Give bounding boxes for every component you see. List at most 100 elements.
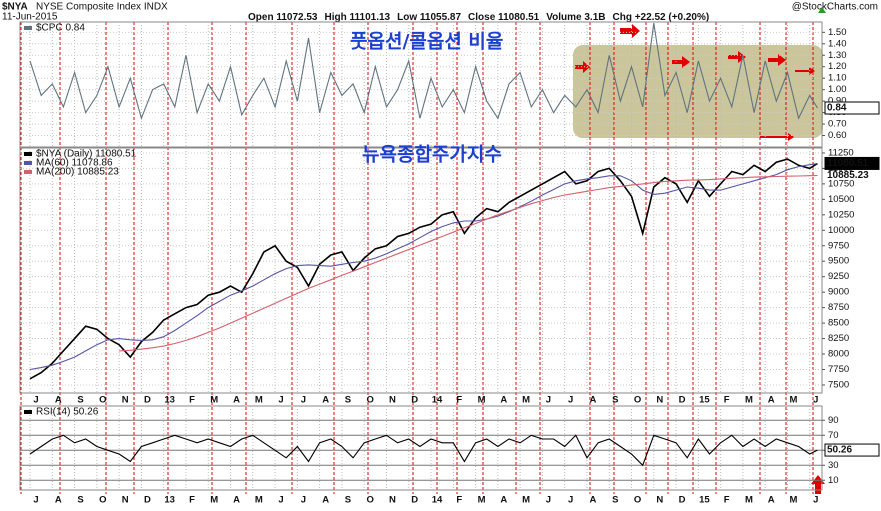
y-tick-label: 10000 <box>828 225 854 236</box>
x-tick-label: D <box>411 495 418 506</box>
y-tick-label: 0.70 <box>828 119 847 130</box>
x-tick-label: N <box>122 495 129 506</box>
y-tick-label: 1.00 <box>828 84 847 95</box>
x-tick-label: M <box>790 395 798 406</box>
x-tick-label: A <box>55 495 62 506</box>
x-tick-label: A <box>55 395 62 406</box>
legend-label: $CPC 0.84 <box>36 23 85 34</box>
arrow <box>620 24 640 38</box>
y-tick-label: 10 <box>828 475 839 486</box>
x-tick-label: 14 <box>432 395 443 406</box>
y-tick-label: 0.90 <box>828 96 847 107</box>
last-value-box <box>824 443 880 457</box>
y-tick-label: 30 <box>828 460 839 471</box>
x-tick-label: F <box>456 495 462 506</box>
y-tick-label: 90 <box>828 415 839 426</box>
x-tick-label: F <box>189 495 195 506</box>
series-line <box>29 162 818 371</box>
y-tick-label: 1.20 <box>828 61 847 72</box>
arrow <box>672 56 690 68</box>
x-tick-label: S <box>77 395 83 406</box>
last-value-label: 11080.51 <box>827 158 869 169</box>
y-tick-label: 1.40 <box>828 38 847 49</box>
source: @StockCharts.com <box>792 2 878 13</box>
x-tick-label: O <box>634 495 641 506</box>
y-tick-label: 9500 <box>828 256 849 267</box>
y-tick-label: 1.30 <box>828 50 847 61</box>
quote-line: Open 11072.53 High 11101.13 Low 11055.87 Cl… <box>248 12 709 23</box>
x-tick-label: 13 <box>164 495 175 506</box>
x-tick-label: M <box>478 395 486 406</box>
x-tick-label: 13 <box>164 395 175 406</box>
quote-item: High 11101.13 <box>325 12 391 23</box>
x-tick-label: D <box>679 395 686 406</box>
x-tick-label: A <box>590 395 597 406</box>
x-tick-label: D <box>679 495 686 506</box>
panel-frame <box>19 21 823 148</box>
x-tick-label: A <box>768 395 775 406</box>
series-line <box>29 23 818 121</box>
y-tick-label: 8250 <box>828 333 849 344</box>
x-tick-label: F <box>724 395 730 406</box>
last-value-box <box>824 156 880 170</box>
legend-swatch <box>24 152 32 156</box>
quote-text: Open 11072.53 High 11101.13 Low 11055.87 Cl… <box>248 12 709 23</box>
y-tick-label: 70 <box>828 430 839 441</box>
annotation: 풋옵션/콜옵션 비율 <box>350 31 503 53</box>
last-value-label: 10885.23 <box>827 170 869 181</box>
legend-label: RSI(14) 50.26 <box>36 407 99 418</box>
legend-swatch <box>24 161 32 165</box>
x-tick-label: J <box>301 495 306 506</box>
x-tick-label: M <box>255 395 263 406</box>
panel-frame <box>19 405 823 491</box>
x-tick-label: F <box>456 395 462 406</box>
x-tick-label: S <box>345 495 351 506</box>
x-tick-label: A <box>322 495 329 506</box>
y-tick-label: 1.10 <box>828 73 847 84</box>
y-tick-label: 10750 <box>828 178 854 189</box>
last-value-label: 0.84 <box>827 103 847 114</box>
y-tick-label: 10250 <box>828 209 854 220</box>
y-tick-label: 11250 <box>828 147 854 158</box>
x-tick-label: S <box>612 495 618 506</box>
y-tick-label: 9750 <box>828 240 849 251</box>
x-tick-label: J <box>301 395 306 406</box>
x-tick-label: J <box>33 495 38 506</box>
x-tick-label: J <box>568 395 573 406</box>
panel-frame <box>19 147 823 394</box>
x-tick-label: M <box>790 495 798 506</box>
x-tick-label: N <box>122 395 129 406</box>
x-tick-label: F <box>189 395 195 406</box>
x-tick-label: A <box>233 395 240 406</box>
x-tick-label: N <box>389 395 396 406</box>
x-tick-label: M <box>210 495 218 506</box>
x-tick-label: O <box>634 395 641 406</box>
up-triangle <box>818 7 826 13</box>
x-tick-label: M <box>478 495 486 506</box>
x-tick-label: D <box>144 395 151 406</box>
y-tick-label: 7500 <box>828 379 849 390</box>
x-tick-label: A <box>590 495 597 506</box>
x-tick-label: J <box>278 495 283 506</box>
x-tick-label: 14 <box>432 495 443 506</box>
y-tick-label: 10500 <box>828 194 854 205</box>
x-tick-label: D <box>144 495 151 506</box>
y-tick-label: 9250 <box>828 271 849 282</box>
x-tick-label: J <box>278 395 283 406</box>
y-tick-label: 8750 <box>828 302 849 313</box>
x-tick-label: J <box>546 495 551 506</box>
x-tick-label: S <box>345 395 351 406</box>
y-tick-label: 8500 <box>828 318 849 329</box>
legend-swatch <box>24 410 32 414</box>
x-tick-label: A <box>500 395 507 406</box>
x-tick-label: 15 <box>699 395 710 406</box>
x-tick-label: M <box>210 395 218 406</box>
x-tick-label: O <box>99 395 106 406</box>
y-tick-label: 0.60 <box>828 130 847 141</box>
quote-item: Close 11080.51 <box>468 12 540 23</box>
legend-label: MA(200) 10885.23 <box>36 167 119 178</box>
x-tick-label: O <box>366 495 373 506</box>
x-tick-label: J <box>813 395 818 406</box>
x-tick-label: O <box>99 495 106 506</box>
